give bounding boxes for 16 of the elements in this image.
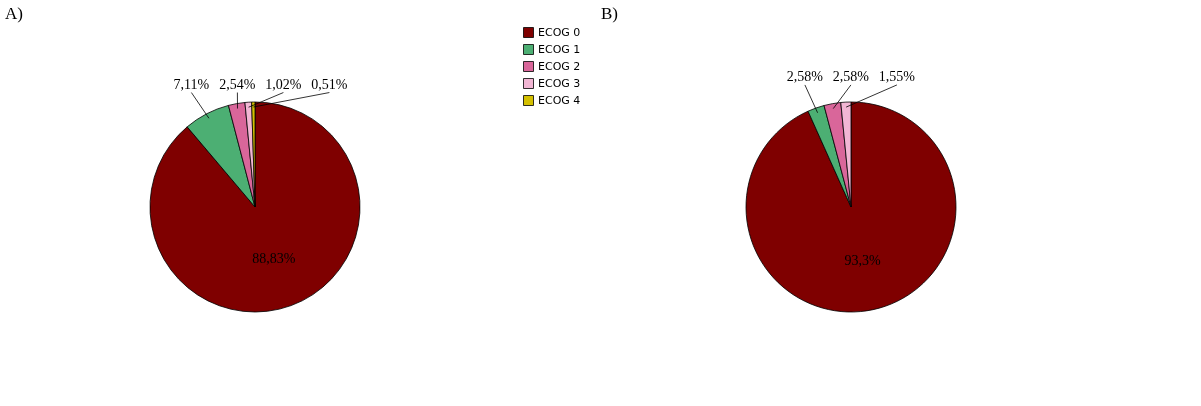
data-label: 2,54% [219, 76, 256, 92]
data-label: 88,83% [252, 250, 296, 266]
data-label: 1,55% [878, 68, 916, 84]
legend-label: ECOG 4 [538, 93, 581, 107]
data-label: 2,58% [832, 68, 870, 84]
data-label: 2,58% [786, 68, 824, 84]
data-label: 93,3% [844, 252, 881, 268]
legend-label: ECOG 1 [538, 42, 581, 56]
chart-title: B) [601, 4, 618, 23]
legend-label: ECOG 0 [538, 25, 581, 39]
data-label: 1,02% [265, 76, 302, 92]
chart-title: A) [5, 4, 23, 23]
data-label: 0,51% [311, 76, 348, 92]
legend-label: ECOG 3 [538, 76, 581, 90]
data-label: 7,11% [173, 76, 210, 92]
legend-label: ECOG 2 [538, 59, 581, 73]
